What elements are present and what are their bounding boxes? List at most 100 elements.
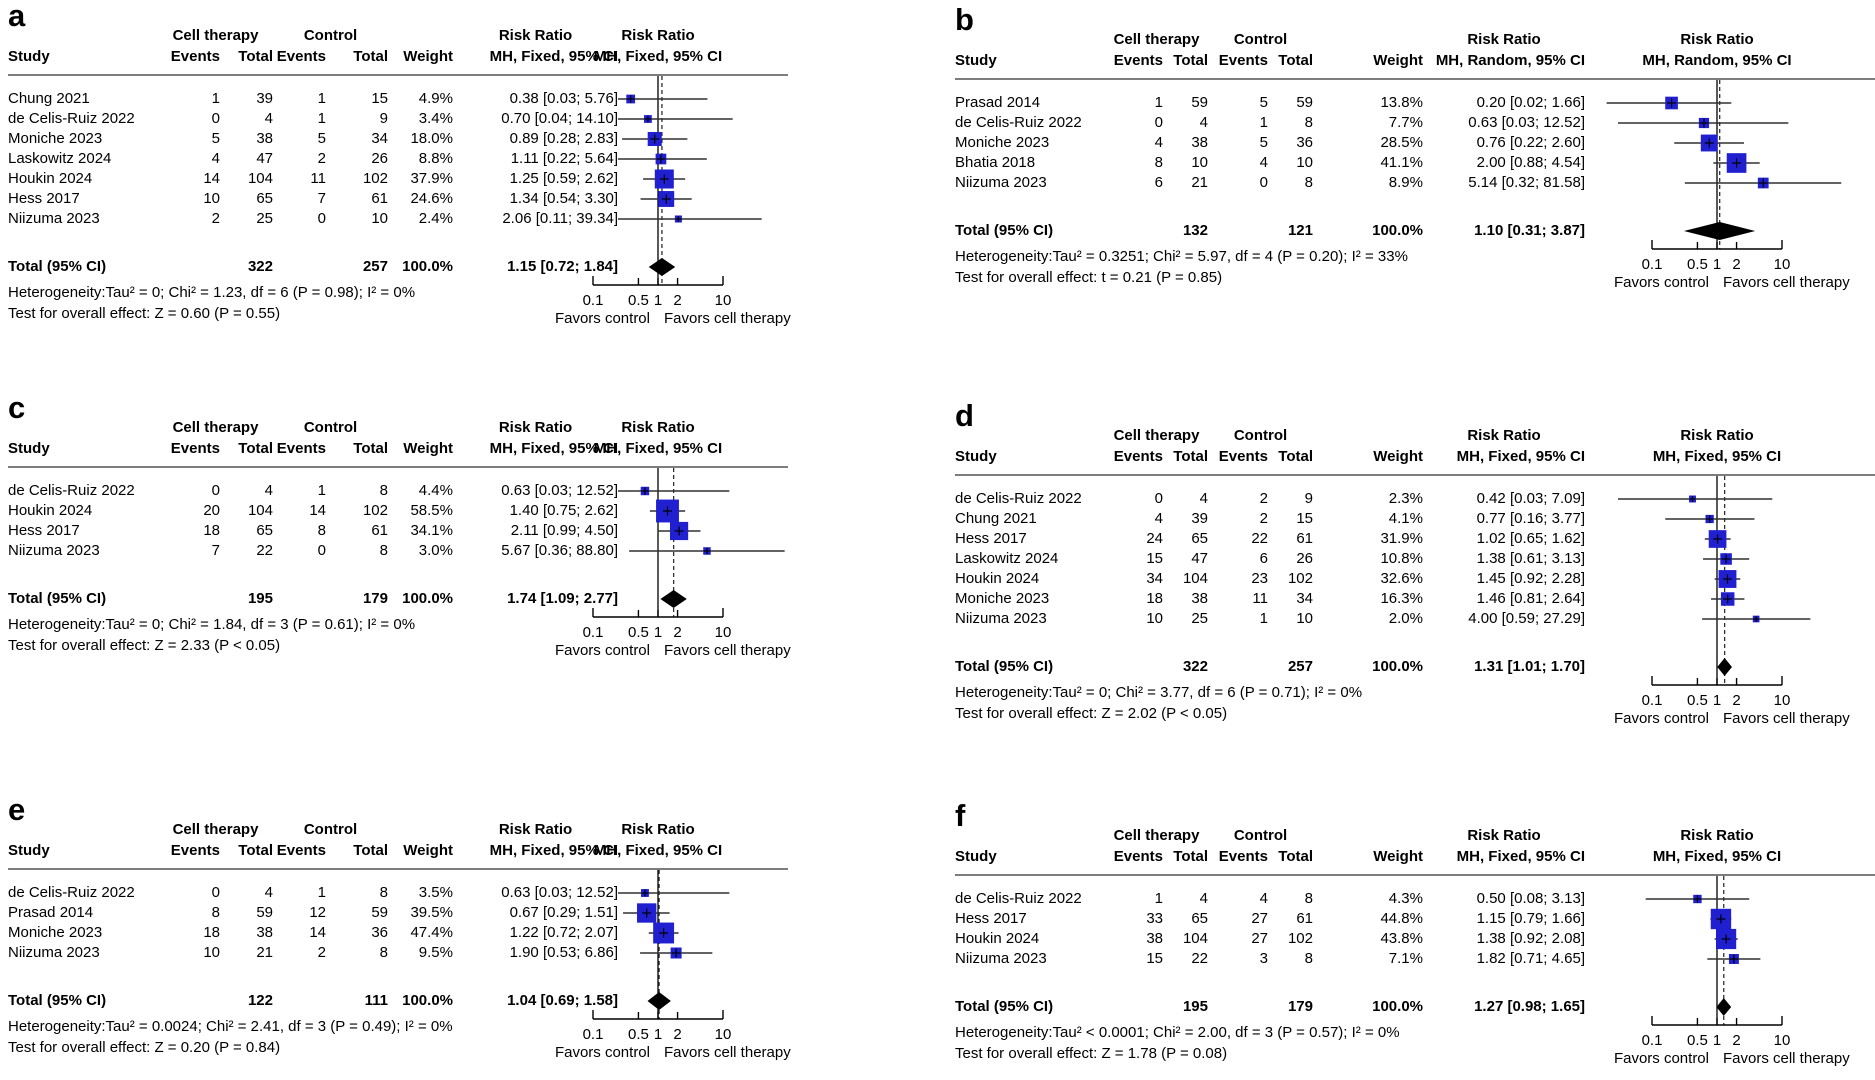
total-rr_text-cell: 1.04 [0.69; 1.58] bbox=[507, 992, 618, 1009]
total-total1-cell: 122 bbox=[247, 992, 273, 1009]
events-cell: 3 bbox=[1259, 950, 1268, 967]
plot-model-title: MH, Fixed, 95% CI bbox=[593, 48, 723, 65]
header-rule bbox=[955, 474, 1875, 476]
total-blank-cell bbox=[273, 589, 326, 609]
plot-model-title: MH, Fixed, 95% CI bbox=[1652, 848, 1782, 865]
total-cell: 9 bbox=[1304, 490, 1313, 507]
study-name: Hess 2017 bbox=[955, 910, 1027, 927]
total-cell: 8 bbox=[379, 944, 388, 961]
risk-ratio-group-header: Risk Ratio bbox=[498, 419, 573, 436]
total-blank-cell bbox=[1105, 997, 1163, 1017]
total-weight-cell: 100.0% bbox=[1372, 998, 1423, 1015]
total-cell: 38 bbox=[256, 130, 273, 147]
risk-ratio-cell: 0.50 [0.08; 3.13] bbox=[1476, 890, 1585, 907]
column-header-row: Study Events Total Events Total Weight MH, Fix… bbox=[8, 47, 618, 67]
group-header-row: Cell therapy Control Risk Ratio bbox=[955, 426, 1585, 446]
weight-header: Weight bbox=[403, 842, 453, 859]
control-group-header: Control bbox=[1233, 427, 1288, 444]
risk-ratio-cell: 5.14 [0.32; 81.58] bbox=[1468, 174, 1585, 191]
events-cell: 4 bbox=[1259, 890, 1268, 907]
events-header: Events bbox=[276, 440, 326, 457]
total-cell: 38 bbox=[1191, 134, 1208, 151]
weight-cell: 31.9% bbox=[1380, 530, 1423, 547]
total-header: Total bbox=[238, 440, 273, 457]
total-cell: 8 bbox=[1304, 114, 1313, 131]
total-cell: 47 bbox=[1191, 550, 1208, 567]
risk-ratio-cell: 4.00 [0.59; 27.29] bbox=[1468, 610, 1585, 627]
axis-tick-label: 0.5 bbox=[1687, 692, 1708, 709]
total-cell: 65 bbox=[256, 190, 273, 207]
forest-plot: 0.1 0.5 1 2 10 Favors control Favors cell ther… bbox=[555, 870, 791, 1061]
heterogeneity-text: Heterogeneity:Tau² = 0.0024; Chi² = 2.41… bbox=[8, 1018, 453, 1035]
risk-ratio-cell: 0.63 [0.03; 12.52] bbox=[501, 884, 618, 901]
total-cell: 4 bbox=[1199, 490, 1208, 507]
cell-therapy-group-header: Cell therapy bbox=[172, 419, 259, 436]
total-cell: 104 bbox=[1182, 570, 1208, 587]
model-header: MH, Fixed, 95% CI bbox=[489, 842, 618, 859]
study-row: Hess 2017 18 65 8 61 34.1% 2.11 [0.99; 4.50] bbox=[8, 521, 618, 541]
study-name: Bhatia 2018 bbox=[955, 154, 1036, 171]
study-name: Houkin 2024 bbox=[8, 502, 93, 519]
study-row: Chung 2021 4 39 2 15 4.1% 0.77 [0.16; 3.77] bbox=[955, 509, 1585, 529]
favors-cell-therapy-label: Favors cell therapy bbox=[1723, 1050, 1850, 1067]
weight-header: Weight bbox=[1373, 52, 1423, 69]
weight-cell: 34.1% bbox=[410, 522, 453, 539]
risk-ratio-cell: 0.76 [0.22; 2.60] bbox=[1476, 134, 1585, 151]
events-cell: 33 bbox=[1146, 910, 1163, 927]
group-header-row: Cell therapy Control Risk Ratio bbox=[955, 826, 1585, 846]
total-blank-cell bbox=[158, 991, 220, 1011]
study-row: Laskowitz 2024 15 47 6 26 10.8% 1.38 [0.61; 3.… bbox=[955, 549, 1585, 569]
pooled-diamond bbox=[648, 258, 676, 276]
total-cell: 8 bbox=[379, 482, 388, 499]
total-cell: 39 bbox=[1191, 510, 1208, 527]
total-rr_text-cell: 1.10 [0.31; 3.87] bbox=[1474, 222, 1585, 239]
study-header: Study bbox=[8, 48, 50, 65]
total-total2-cell: 121 bbox=[1287, 222, 1313, 239]
events-cell: 1 bbox=[211, 90, 220, 107]
total-row: Total (95% CI) 132 121 100.0% 1.10 [0.31; 3.… bbox=[955, 221, 1585, 241]
favors-cell-therapy-label: Favors cell therapy bbox=[1723, 710, 1850, 727]
total-header: Total bbox=[1173, 448, 1208, 465]
total-label: Total (95% CI) bbox=[8, 258, 107, 275]
axis-tick-label: 0.1 bbox=[1642, 256, 1663, 273]
total-cell: 104 bbox=[1182, 930, 1208, 947]
events-cell: 0 bbox=[317, 210, 326, 227]
events-cell: 11 bbox=[1252, 590, 1268, 607]
risk-ratio-cell: 1.25 [0.59; 2.62] bbox=[509, 170, 618, 187]
risk-ratio-cell: 1.11 [0.22; 5.64] bbox=[510, 150, 618, 167]
risk-ratio-cell: 1.46 [0.81; 2.64] bbox=[1476, 590, 1585, 607]
total-total1-cell: 132 bbox=[1182, 222, 1208, 239]
study-row: Niizuma 2023 6 21 0 8 8.9% 5.14 [0.32; 81.58] bbox=[955, 173, 1585, 193]
weight-cell: 8.9% bbox=[1388, 174, 1423, 191]
total-cell: 34 bbox=[1296, 590, 1313, 607]
risk-ratio-cell: 2.06 [0.11; 39.34] bbox=[502, 210, 618, 227]
favors-control-label: Favors control bbox=[1614, 274, 1709, 291]
events-cell: 0 bbox=[211, 110, 220, 127]
total-cell: 65 bbox=[256, 522, 273, 539]
total-header: Total bbox=[1278, 848, 1313, 865]
study-name: Niizuma 2023 bbox=[955, 610, 1047, 627]
study-row: Houkin 2024 34 104 23 102 32.6% 1.45 [0.92; 2.… bbox=[955, 569, 1585, 589]
events-header: Events bbox=[1113, 52, 1163, 69]
total-blank-cell bbox=[273, 257, 326, 277]
study-name: Laskowitz 2024 bbox=[8, 150, 112, 167]
total-total1-cell: 322 bbox=[1182, 658, 1208, 675]
study-name: Niizuma 2023 bbox=[8, 944, 100, 961]
events-cell: 12 bbox=[309, 904, 326, 921]
events-cell: 11 bbox=[310, 170, 326, 187]
study-name: de Celis-Ruiz 2022 bbox=[8, 884, 135, 901]
total-cell: 21 bbox=[256, 944, 273, 961]
weight-cell: 24.6% bbox=[410, 190, 453, 207]
events-cell: 6 bbox=[1259, 550, 1268, 567]
weight-cell: 4.9% bbox=[418, 90, 453, 107]
heterogeneity-text: Heterogeneity:Tau² = 0; Chi² = 3.77, df … bbox=[955, 684, 1363, 701]
group-header-row: Cell therapy Control Risk Ratio bbox=[8, 820, 618, 840]
axis-tick-label: 1 bbox=[1713, 1032, 1721, 1049]
study-name: Niizuma 2023 bbox=[8, 210, 100, 227]
weight-cell: 3.4% bbox=[418, 110, 453, 127]
risk-ratio-cell: 0.38 [0.03; 5.76] bbox=[509, 90, 618, 107]
total-cell: 47 bbox=[256, 150, 273, 167]
plot-risk-ratio-title: Risk Ratio bbox=[621, 419, 695, 436]
total-cell: 104 bbox=[247, 170, 273, 187]
header-rule bbox=[8, 868, 788, 870]
